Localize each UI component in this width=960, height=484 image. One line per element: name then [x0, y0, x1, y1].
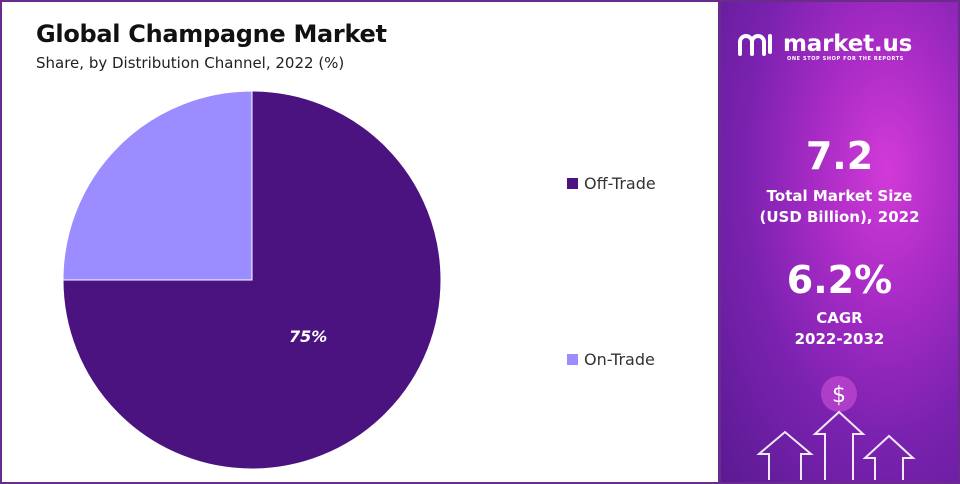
- chart-subtitle: Share, by Distribution Channel, 2022 (%): [36, 54, 345, 72]
- up-arrow-icon-right: [862, 434, 916, 480]
- brand-name: market.us: [783, 31, 913, 57]
- up-arrow-icon-center: [812, 410, 866, 480]
- market-size-value: 7.2: [805, 134, 874, 178]
- cagr-value: 6.2%: [786, 258, 893, 302]
- dollar-coin-icon: [821, 376, 857, 412]
- up-arrow-icon-left: [756, 430, 814, 480]
- market-size-label-line2: (USD Billion), 2022: [759, 208, 920, 226]
- legend-label-off-trade: Off-Trade: [584, 174, 656, 193]
- market-us-logo-icon: [738, 34, 772, 56]
- legend-item-off-trade: Off-Trade: [567, 174, 656, 193]
- pie-data-label-off-trade: 75%: [289, 327, 327, 346]
- legend-label-on-trade: On-Trade: [584, 350, 655, 369]
- pie-data-labels: 75%: [289, 327, 327, 346]
- brand: market.us: [737, 30, 912, 58]
- panel-divider: [718, 2, 721, 482]
- pie-slices: [62, 90, 442, 470]
- legend-swatch-on-trade: [567, 354, 578, 365]
- brand-tagline: ONE STOP SHOP FOR THE REPORTS: [787, 56, 904, 62]
- cagr-label-line1: CAGR: [816, 309, 863, 327]
- chart-title: Global Champagne Market: [36, 20, 387, 48]
- market-size-label-line1: Total Market Size: [766, 187, 913, 205]
- chart-panel: Global Champagne Market Share, by Distri…: [2, 2, 718, 482]
- legend-swatch-off-trade: [567, 178, 578, 189]
- cagr-label-line2: 2022-2032: [794, 330, 885, 348]
- legend-item-on-trade: On-Trade: [567, 350, 655, 369]
- pie-slice-on-trade: [62, 90, 253, 281]
- growth-arrows-decoration: $: [756, 376, 916, 480]
- pie-chart: 75%: [62, 90, 442, 470]
- dollar-icon: $: [832, 383, 846, 408]
- summary-panel: market.us ONE STOP SHOP FOR THE REPORTS …: [721, 2, 958, 482]
